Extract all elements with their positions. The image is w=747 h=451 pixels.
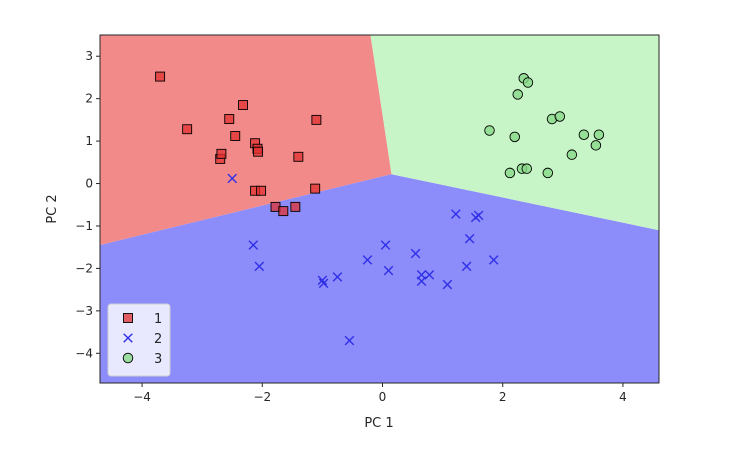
point-class-3 bbox=[554, 111, 566, 122]
point-class-3 bbox=[484, 125, 495, 136]
decision-regions bbox=[100, 35, 659, 383]
point-class-2 bbox=[442, 279, 453, 290]
point-class-2 bbox=[488, 255, 499, 265]
point-class-1 bbox=[216, 148, 227, 159]
point-class-1 bbox=[230, 131, 241, 141]
point-class-3 bbox=[509, 131, 520, 143]
point-class-1 bbox=[293, 151, 304, 162]
point-class-3 bbox=[590, 140, 602, 151]
x-tick-label: 0 bbox=[379, 390, 387, 404]
y-tick-label: −1 bbox=[75, 219, 93, 233]
y-tick-label: −2 bbox=[75, 261, 93, 275]
point-class-1 bbox=[224, 114, 235, 124]
legend-marker-1 bbox=[123, 313, 133, 323]
legend-label-1: 1 bbox=[154, 312, 162, 327]
point-class-2 bbox=[317, 275, 328, 286]
point-class-1 bbox=[253, 146, 264, 157]
point-class-2 bbox=[248, 240, 259, 250]
point-class-3 bbox=[522, 77, 534, 88]
region-class-2 bbox=[100, 174, 659, 383]
point-class-2 bbox=[318, 278, 329, 289]
point-class-1 bbox=[311, 114, 322, 125]
y-axis-ticks: 3 2 1 0 −1 −2 −3 −4 bbox=[75, 49, 100, 360]
y-tick-label: −3 bbox=[75, 304, 93, 318]
point-class-2 bbox=[380, 240, 391, 250]
plot-frame bbox=[99, 34, 660, 384]
point-class-2 bbox=[383, 265, 394, 276]
point-class-2 bbox=[461, 261, 472, 272]
point-class-2 bbox=[410, 248, 421, 259]
point-class-1 bbox=[310, 183, 321, 194]
x-tick-label: −2 bbox=[253, 390, 271, 404]
y-tick-label: 3 bbox=[85, 49, 93, 63]
point-class-3 bbox=[593, 129, 605, 140]
point-class-2 bbox=[473, 210, 484, 221]
point-class-2 bbox=[464, 233, 475, 244]
y-tick-label: 1 bbox=[85, 134, 93, 148]
x-axis-title: PC 1 bbox=[364, 416, 393, 431]
point-class-3 bbox=[521, 163, 533, 174]
point-class-3 bbox=[566, 149, 578, 160]
point-class-2 bbox=[424, 269, 435, 280]
point-class-2 bbox=[332, 272, 343, 282]
point-class-1 bbox=[182, 124, 193, 135]
point-class-1 bbox=[278, 206, 289, 217]
point-class-1 bbox=[256, 185, 267, 196]
point-class-2 bbox=[416, 276, 427, 286]
x-tick-label: 2 bbox=[499, 390, 507, 404]
point-class-2 bbox=[344, 335, 355, 346]
y-tick-label: 0 bbox=[85, 177, 93, 191]
legend-label-2: 2 bbox=[154, 332, 162, 347]
point-class-1 bbox=[155, 71, 166, 82]
point-class-1 bbox=[238, 100, 249, 110]
legend-marker-2 bbox=[123, 333, 133, 343]
x-tick-label: 4 bbox=[619, 390, 627, 404]
y-tick-label: −4 bbox=[75, 346, 93, 360]
point-class-3 bbox=[512, 89, 523, 100]
region-class-1 bbox=[100, 35, 392, 246]
data-points bbox=[155, 71, 605, 346]
x-axis-ticks: −4 −2 0 2 4 bbox=[133, 383, 627, 404]
y-axis-title: PC 2 bbox=[45, 194, 60, 223]
point-class-3 bbox=[578, 129, 590, 140]
point-class-3 bbox=[542, 167, 554, 179]
point-class-2 bbox=[227, 173, 238, 184]
legend: 1 2 3 bbox=[107, 303, 171, 377]
y-tick-label: 2 bbox=[85, 92, 93, 106]
legend-label-3: 3 bbox=[154, 352, 162, 367]
point-class-1 bbox=[290, 201, 301, 212]
point-class-2 bbox=[254, 261, 265, 272]
point-class-2 bbox=[451, 209, 461, 219]
x-tick-label: −4 bbox=[133, 390, 151, 404]
legend-marker-3 bbox=[122, 352, 134, 364]
point-class-2 bbox=[362, 255, 373, 265]
point-class-3 bbox=[504, 167, 516, 179]
